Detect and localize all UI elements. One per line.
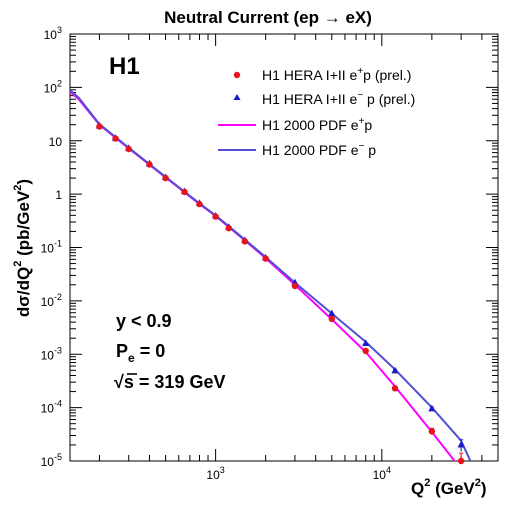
- note-energy-text: √s = 319 GeV: [114, 372, 225, 392]
- data-point-eplus: [96, 123, 103, 130]
- data-point-eplus: [196, 200, 203, 208]
- y-tick-label: 10: [49, 135, 63, 149]
- data-point-eplus: [112, 135, 119, 142]
- data-point-eplus: [391, 385, 399, 392]
- y-axis-label-end: ): [14, 179, 33, 185]
- y-tick-label: 10-1: [41, 239, 62, 256]
- data-point-eplus: [262, 255, 269, 262]
- data-point-eplus: [212, 213, 219, 220]
- data-point-eplus: [457, 457, 465, 465]
- data-point-eplus: [146, 161, 153, 168]
- note-polarization: Pe = 0: [116, 341, 165, 365]
- y-axis-label: dσ/dQ2 (pb/GeV2): [12, 179, 33, 317]
- data-point-eminus: [362, 339, 370, 346]
- y-tick-label: 1: [55, 188, 62, 202]
- y-tick-label: 10-5: [41, 452, 62, 469]
- data-point-eplus: [362, 347, 369, 355]
- data-point-eplus: [241, 238, 249, 245]
- y-tick-label: 103: [44, 25, 62, 42]
- y-axis-label-main: dσ/dQ: [14, 267, 33, 317]
- data-point-eplus: [291, 282, 299, 290]
- legend-label-eminus-data: H1 HERA I+II e− p (prel.): [262, 90, 415, 107]
- axis-ticks: [70, 34, 499, 462]
- y-axis-label-tail: (pb/GeV: [14, 190, 33, 261]
- legend: H1 HERA I+II e+p (prel.) H1 HERA I+II e−…: [218, 66, 415, 158]
- data-point-eminus: [391, 366, 399, 374]
- x-axis-label-main: Q: [411, 479, 424, 498]
- legend-label-eplus-pdf: H1 2000 PDF e+p: [262, 116, 372, 133]
- series-layer: [70, 89, 472, 465]
- data-point-eminus: [328, 309, 336, 317]
- data-point-eplus: [162, 174, 169, 182]
- y-tick-label: 10-2: [41, 292, 62, 309]
- legend-marker-eminus-data: [233, 94, 241, 100]
- y-axis-label-sup: 2: [12, 261, 24, 267]
- note-y-cut: y < 0.9: [116, 311, 172, 331]
- y-tick-label: 10-4: [41, 399, 62, 416]
- x-axis-label-tail: (GeV: [430, 479, 475, 498]
- x-axis-label-sup2: 2: [475, 477, 481, 489]
- note-energy: √s = 319 GeV: [114, 372, 225, 392]
- legend-label-eminus-pdf: H1 2000 PDF e− p: [262, 141, 376, 158]
- legend-marker-eplus-data: [233, 71, 241, 79]
- x-tick-label: 103: [206, 465, 224, 482]
- data-point-eminus: [457, 440, 465, 448]
- data-point-eplus: [225, 224, 232, 232]
- x-tick-label: 104: [373, 465, 391, 482]
- chart-title: Neutral Current (ep → eX): [164, 8, 372, 27]
- data-point-eplus: [181, 188, 188, 196]
- experiment-label: H1: [109, 53, 140, 80]
- x-axis-label-sup: 2: [424, 477, 430, 489]
- x-tick-labels: 103 104: [206, 465, 391, 482]
- y-tick-label: 102: [44, 78, 62, 95]
- data-point-eplus: [428, 428, 436, 435]
- x-axis-label: Q2 (GeV2): [411, 477, 487, 498]
- data-point-eminus: [428, 404, 436, 412]
- x-axis-label-end: ): [481, 479, 487, 498]
- legend-label-eplus-data: H1 HERA I+II e+p (prel.): [262, 66, 411, 83]
- data-point-eplus: [328, 315, 335, 323]
- y-axis-label-sup2: 2: [12, 185, 24, 191]
- y-tick-label: 10-3: [41, 345, 62, 362]
- data-point-eplus: [125, 145, 132, 153]
